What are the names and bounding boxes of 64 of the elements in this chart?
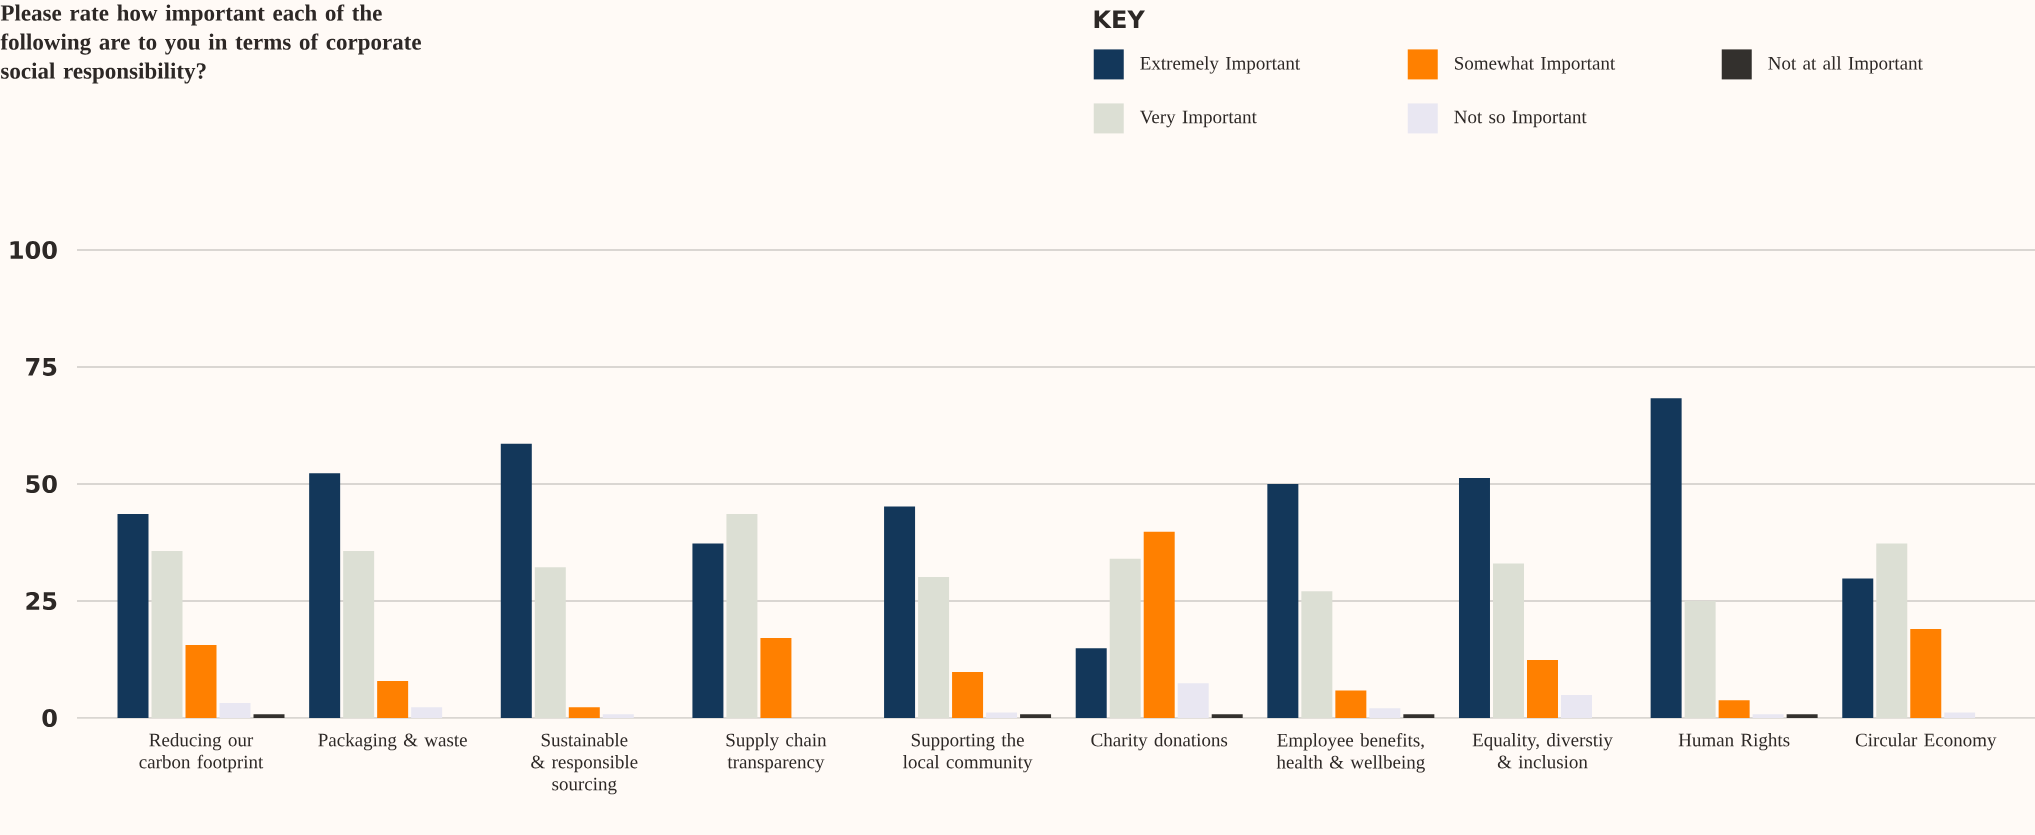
bar [1684,600,1716,718]
bar [1650,398,1682,718]
legend-label: Very Important [1139,110,1257,128]
bar [952,672,984,718]
bar [918,577,950,718]
bar [1177,683,1209,718]
bar [1020,714,1052,718]
x-tick-label: Charity donations [1091,733,1228,751]
bar [1335,690,1367,718]
y-tick-label: 25 [26,591,57,611]
legend-title: KEY [1094,10,1145,28]
bar [411,707,443,718]
bar [1458,477,1490,718]
bar [151,550,183,718]
bar [1143,531,1175,718]
bar [1211,714,1243,718]
y-tick-label: 0 [42,708,57,728]
bar [1786,714,1818,718]
bar [1403,714,1435,718]
bar [986,712,1018,718]
y-tick-label: 75 [26,358,57,376]
bar [1718,700,1750,718]
bar [1267,483,1299,718]
bar [884,506,916,718]
bar [500,443,532,718]
legend-label: Somewhat Important [1455,56,1616,74]
bar [1842,578,1874,718]
bar [1560,695,1592,718]
bar [1301,591,1333,718]
bar [1109,558,1141,718]
x-tick-label: Employee benefits, health & wellbeing [1276,733,1425,773]
bar [117,513,149,718]
legend-label: Not so Important [1454,110,1587,128]
bar [1369,708,1401,718]
bar [185,644,217,718]
bar [377,681,409,718]
x-tick-label: Supply chain transparency [726,733,827,773]
bar [534,567,566,718]
bar [219,703,251,718]
bar [1910,629,1942,718]
bar [253,714,285,718]
y-tick-label: 50 [26,474,57,494]
bar [1492,563,1524,718]
bar [1075,648,1107,718]
chart-title: Please rate how important each of the following are to you in terms of corporate social responsibility? [0,4,421,84]
bar [1876,543,1908,718]
x-tick-label: Sustainable & responsible sourcing [531,733,638,795]
legend-label: Extremely Important [1140,56,1301,74]
bar [760,637,792,718]
bar [1526,659,1558,718]
bar [343,550,375,718]
x-tick-label: Supporting the local community [903,733,1033,773]
x-tick-label: Reducing our carbon footprint [139,733,264,773]
bar [726,513,758,718]
y-tick-label: 100 [10,240,57,260]
x-tick-label: Packaging & waste [318,733,467,751]
bar [1944,712,1976,718]
x-tick-label: Equality, diverstiy & inclusion [1472,733,1613,769]
legend-label: Not at all Important [1768,56,1923,74]
x-tick-label: Circular Economy [1855,733,1997,751]
bar [692,543,724,718]
bar [568,707,600,718]
bar [309,473,341,718]
x-tick-label: Human Rights [1678,733,1790,751]
